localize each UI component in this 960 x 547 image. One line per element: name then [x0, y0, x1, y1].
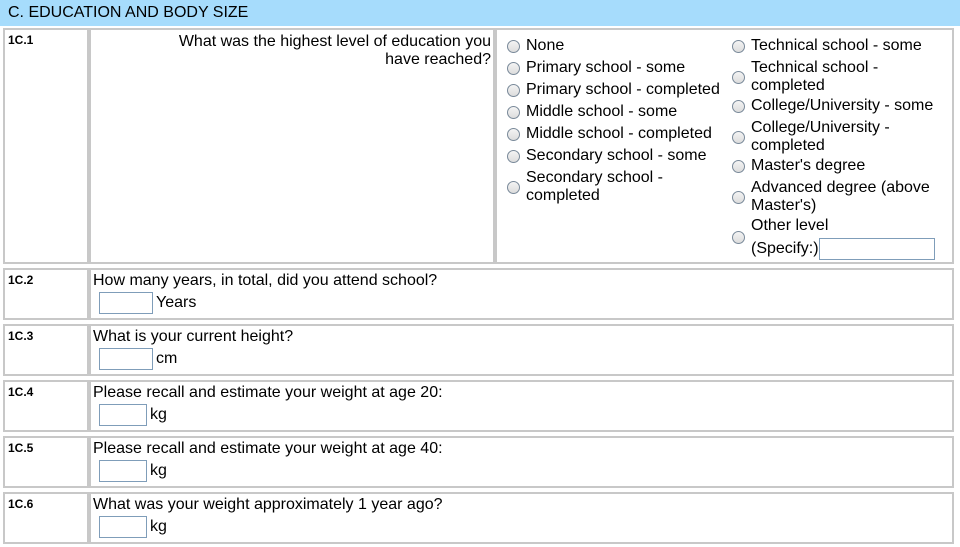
option-none[interactable]: None — [507, 37, 564, 55]
question-number: 1C.5 — [3, 436, 89, 488]
unit-label: kg — [150, 406, 167, 423]
option-middle-some[interactable]: Middle school - some — [507, 103, 677, 121]
option-label: Middle school - some — [526, 103, 678, 120]
radio-icon[interactable] — [507, 61, 520, 75]
option-label: College/University - some — [751, 97, 934, 114]
option-college-some[interactable]: College/University - some — [732, 97, 933, 115]
option-secondary-completed[interactable]: Secondary school - completed — [507, 169, 667, 205]
option-masters[interactable]: Master's degree — [732, 157, 865, 175]
option-primary-some[interactable]: Primary school - some — [507, 59, 685, 77]
question-number: 1C.6 — [3, 492, 89, 544]
option-label: None — [526, 37, 565, 54]
option-label: Secondary school - completed — [526, 169, 663, 204]
option-technical-completed[interactable]: Technical school - completed — [732, 59, 892, 95]
question-number: 1C.4 — [3, 380, 89, 432]
option-label: Advanced degree (above Master's) — [751, 179, 930, 214]
radio-icon[interactable] — [732, 39, 745, 53]
radio-icon[interactable] — [507, 180, 520, 194]
option-label: Primary school - completed — [526, 81, 720, 98]
option-label: Primary school - some — [526, 59, 686, 76]
unit-label: Years — [156, 294, 197, 311]
answer-input[interactable] — [99, 404, 147, 426]
radio-icon[interactable] — [507, 127, 520, 141]
option-label: College/University - completed — [751, 119, 890, 154]
option-college-completed[interactable]: College/University - completed — [732, 119, 892, 155]
option-label: Technical school - completed — [751, 59, 879, 94]
answer-input[interactable] — [99, 292, 153, 314]
education-options: None Primary school - some Primary schoo… — [495, 28, 954, 264]
option-primary-completed[interactable]: Primary school - completed — [507, 81, 720, 99]
option-technical-some[interactable]: Technical school - some — [732, 37, 922, 55]
option-advanced-degree[interactable]: Advanced degree (above Master's) — [732, 179, 932, 215]
radio-icon[interactable] — [732, 190, 745, 204]
question-row: What was your weight approximately 1 yea… — [89, 492, 954, 544]
question-number: 1C.2 — [3, 268, 89, 320]
question-text: How many years, in total, did you attend… — [93, 272, 438, 289]
question-text: Please recall and estimate your weight a… — [93, 440, 443, 457]
option-secondary-some[interactable]: Secondary school - some — [507, 147, 707, 165]
question-row: Please recall and estimate your weight a… — [89, 380, 954, 432]
specify-label: (Specify:) — [751, 240, 819, 258]
radio-icon[interactable] — [507, 105, 520, 119]
answer-input[interactable] — [99, 516, 147, 538]
unit-label: kg — [150, 518, 167, 535]
radio-icon[interactable] — [732, 159, 745, 173]
question-number: 1C.1 — [3, 28, 89, 264]
section-title: C. EDUCATION AND BODY SIZE — [0, 0, 960, 26]
radio-icon[interactable] — [732, 130, 745, 144]
radio-icon[interactable] — [732, 99, 745, 113]
option-label: Master's degree — [751, 157, 866, 174]
question-text: What was your weight approximately 1 yea… — [93, 496, 443, 513]
question-text: What was the highest level of education … — [89, 28, 495, 264]
unit-label: cm — [156, 350, 178, 367]
radio-icon[interactable] — [732, 70, 745, 84]
radio-icon[interactable] — [732, 230, 745, 244]
option-other[interactable]: Other level (Specify:) — [732, 217, 935, 260]
unit-label: kg — [150, 462, 167, 479]
question-row: Please recall and estimate your weight a… — [89, 436, 954, 488]
answer-input[interactable] — [99, 460, 147, 482]
option-label: Technical school - some — [751, 37, 922, 54]
question-text: Please recall and estimate your weight a… — [93, 384, 443, 401]
option-label: Other level — [751, 217, 829, 234]
question-row: How many years, in total, did you attend… — [89, 268, 954, 320]
answer-input[interactable] — [99, 348, 153, 370]
radio-icon[interactable] — [507, 83, 520, 97]
radio-icon[interactable] — [507, 149, 520, 163]
option-middle-completed[interactable]: Middle school - completed — [507, 125, 712, 143]
option-label: Secondary school - some — [526, 147, 707, 164]
option-label: Middle school - completed — [526, 125, 712, 142]
radio-icon[interactable] — [507, 39, 520, 53]
question-number: 1C.3 — [3, 324, 89, 376]
specify-input[interactable] — [818, 238, 935, 260]
question-text: What is your current height? — [93, 328, 294, 345]
question-row: What is your current height? cm — [89, 324, 954, 376]
